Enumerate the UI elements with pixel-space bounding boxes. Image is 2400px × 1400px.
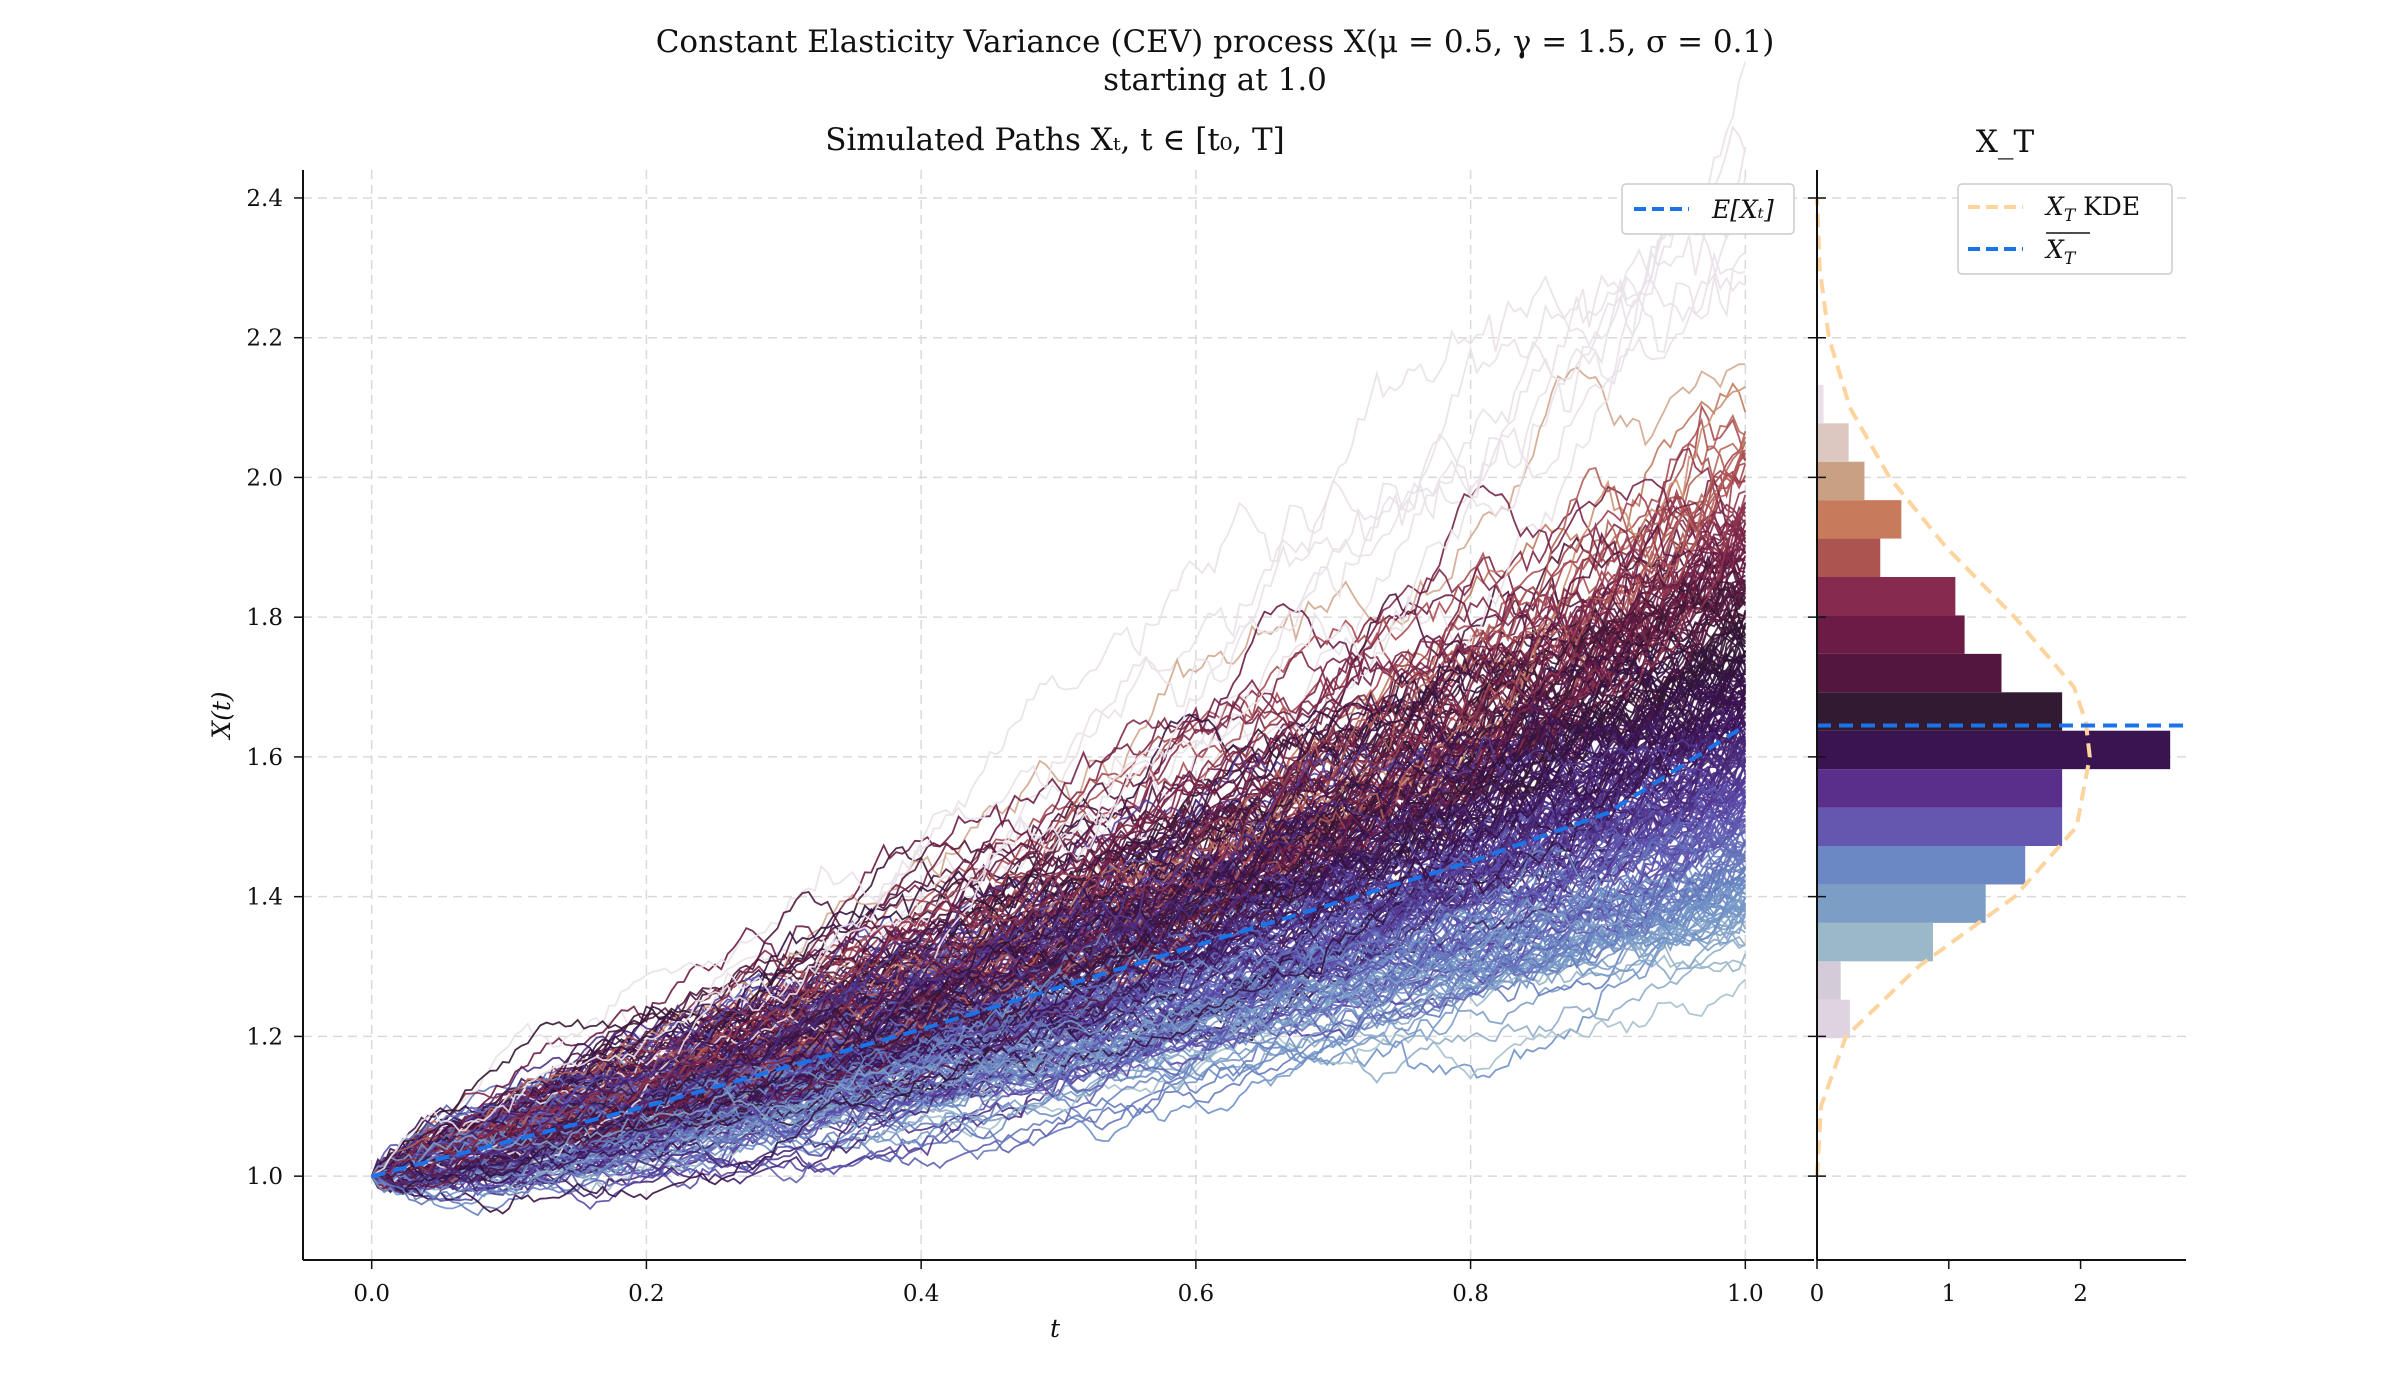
simulated-path [370,898,1746,1177]
simulated-path [371,638,1746,1180]
y-tick-label: 1.4 [246,885,283,911]
hist-bar [1817,999,1850,1039]
svg-text:XT: XT [2044,235,2077,269]
hist-subplot-title: X_T [1976,124,2035,160]
simulated-path [371,125,1747,1178]
x-tick-label: 0.4 [903,1281,940,1307]
hist-bar [1817,461,1865,501]
legend-mean-label: E[Xₜ] [1711,195,1774,224]
simulated-path [371,978,1746,1186]
hist-bar [1817,615,1965,654]
figure-title-line2: starting at 1.0 [1103,62,1327,98]
simulated-path [371,777,1747,1185]
simulated-path [371,502,1747,1177]
simulated-path [370,809,1746,1184]
expected-value-line [371,723,1747,1179]
simulated-path [371,835,1746,1206]
simulated-path [371,680,1746,1215]
kde-line [1815,197,2092,1177]
simulated-path [371,935,1747,1190]
hist-bar [1817,577,1956,616]
hist-bar [1817,961,1841,1000]
y-tick-label: 1.0 [246,1164,283,1190]
hist-bar [1817,846,2026,885]
simulated-paths [370,61,1747,1217]
simulated-path [371,580,1746,1178]
simulated-path [371,622,1747,1180]
hist-bars [1817,384,2171,1039]
simulated-path [371,578,1746,1185]
simulated-path [371,562,1747,1181]
y-tick-label: 2.0 [246,465,283,491]
simulated-path [371,731,1747,1179]
simulated-path [371,812,1746,1187]
hist-bar [1817,730,2171,770]
simulated-path [371,220,1746,1177]
y-tick-label: 1.8 [246,605,283,631]
legend-kde-label: XT KDE [2044,192,2140,226]
hist-bar [1817,884,1986,923]
hist-bar [1817,653,2002,693]
x-tick-label: 0.6 [1178,1281,1215,1307]
x-axis-label: t [1050,1314,1061,1343]
hist-bar [1817,423,1849,462]
simulated-path [371,248,1746,1183]
simulated-path [371,667,1747,1183]
y-tick-label: 2.4 [246,186,283,212]
hist-bar [1817,500,1902,539]
simulated-path [371,683,1746,1185]
paths-subplot-title: Simulated Paths Xₜ, t ∈ [t₀, T] [825,122,1285,158]
simulated-path [371,781,1746,1189]
hist-bar [1817,807,2063,847]
hist-x-tick-label: 0 [1810,1281,1825,1307]
y-tick-label: 2.2 [246,326,283,352]
simulated-path [371,785,1746,1194]
hist-bar [1817,922,1933,962]
y-tick-label: 1.2 [246,1024,283,1050]
hist-x-tick-label: 1 [1941,1281,1956,1307]
simulated-path [371,698,1747,1177]
hist-legend: XT KDE XT [1957,183,2173,275]
simulated-path [371,846,1746,1186]
y-tick-label: 1.6 [246,745,283,771]
hist-bar [1817,384,1824,424]
simulated-path [371,695,1746,1179]
hist-x-tick-label: 2 [2073,1281,2088,1307]
simulated-path [371,736,1746,1200]
paths-legend: E[Xₜ] [1621,183,1795,235]
kde-series [1815,197,2092,1177]
figure-title: Constant Elasticity Variance (CEV) proce… [656,24,1775,60]
x-tick-label: 0.8 [1452,1281,1489,1307]
hist-bar [1817,769,2063,808]
x-tick-label: 1.0 [1727,1281,1764,1307]
simulated-path [371,695,1746,1192]
legend-hist-mean-label: XT [2044,232,2090,269]
y-axis-label: X(t) [207,691,236,740]
paths-ticks: 0.0 0.2 0.4 0.6 0.8 1.0 1.0 1.2 1.4 1.6 1.8 2.0 2.2 2… [246,186,1763,1307]
x-tick-label: 0.2 [628,1281,665,1307]
simulated-path [371,865,1747,1217]
simulated-path [371,748,1746,1186]
expected-value-series [371,723,1747,1179]
x-tick-label: 0.0 [353,1281,390,1307]
simulated-path [371,868,1746,1189]
hist-bar [1817,538,1881,578]
hist-ticks: 0 1 2 [1808,197,2088,1307]
